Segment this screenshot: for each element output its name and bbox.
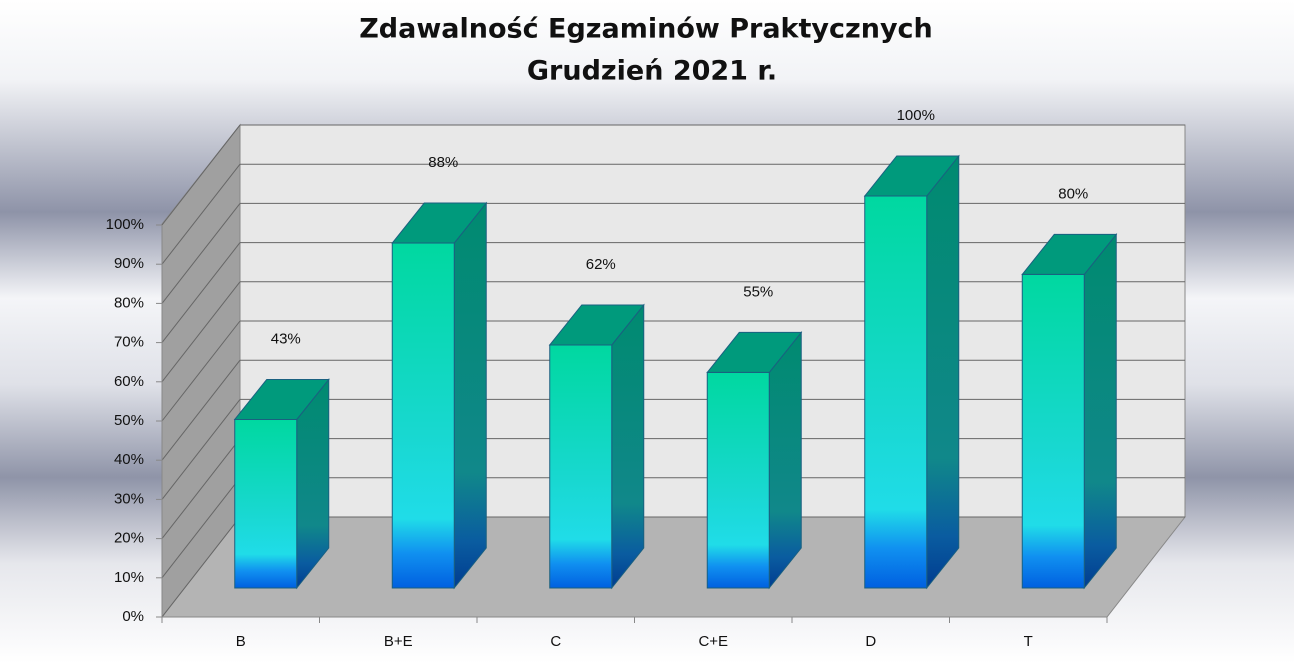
bar-front	[706, 371, 770, 589]
bar-front	[549, 344, 613, 589]
bar	[233, 378, 330, 590]
y-tick-label: 70%	[114, 334, 144, 351]
x-tick-label: C+E	[698, 633, 728, 650]
bar-front	[234, 418, 298, 589]
grid-line	[161, 320, 241, 422]
grid-line	[161, 399, 241, 500]
y-tick-label: 10%	[114, 569, 144, 586]
bar	[548, 303, 645, 590]
grid-line	[161, 203, 241, 304]
y-tick-label: 80%	[114, 294, 144, 311]
chart-subtitle: Grudzień 2021 r.	[527, 56, 777, 87]
bar	[706, 330, 803, 590]
value-label: 88%	[428, 154, 458, 171]
y-tick-label: 20%	[114, 530, 144, 547]
bar	[863, 154, 960, 590]
bar-side	[453, 201, 487, 590]
bar	[1021, 232, 1118, 590]
x-tick-label: B+E	[384, 633, 413, 650]
value-label: 43%	[271, 330, 301, 347]
bar-front	[864, 195, 928, 589]
bar-side	[768, 330, 802, 590]
chart-title: Zdawalność Egzaminów Praktycznych	[359, 14, 933, 45]
value-label: 80%	[1058, 185, 1088, 202]
bar-top	[706, 331, 803, 373]
grid-line	[161, 438, 241, 539]
grid-line	[161, 516, 241, 618]
y-tick-label: 60%	[114, 373, 144, 390]
x-tick-label: C	[550, 633, 561, 650]
y-tick-label: 50%	[114, 412, 144, 429]
bar	[391, 201, 488, 590]
y-tick-label: 0%	[122, 608, 144, 625]
bar-top	[1021, 233, 1118, 275]
value-label: 62%	[586, 256, 616, 273]
grid-line	[161, 124, 241, 226]
value-label: 55%	[743, 283, 773, 300]
bar-side	[1083, 232, 1117, 590]
bar-side	[926, 154, 960, 590]
bar-top	[391, 202, 488, 244]
x-tick-label: B	[236, 633, 246, 650]
y-tick-label: 40%	[114, 451, 144, 468]
bar-front	[1021, 273, 1085, 589]
x-tick-label: T	[1024, 633, 1033, 650]
bar-top	[863, 155, 960, 197]
bar-top	[548, 304, 645, 346]
grid-line	[161, 281, 241, 383]
x-tick-label: D	[865, 633, 876, 650]
grid-line	[161, 242, 241, 343]
grid-line	[161, 477, 241, 579]
y-tick-label: 100%	[106, 216, 144, 233]
bar-side	[611, 303, 645, 590]
y-tick-label: 30%	[114, 490, 144, 507]
grid-line	[161, 163, 241, 265]
bar-top	[233, 378, 330, 420]
y-tick-label: 90%	[114, 255, 144, 272]
grid-line	[161, 359, 241, 461]
bar-front	[391, 242, 455, 589]
value-label: 100%	[897, 107, 935, 124]
